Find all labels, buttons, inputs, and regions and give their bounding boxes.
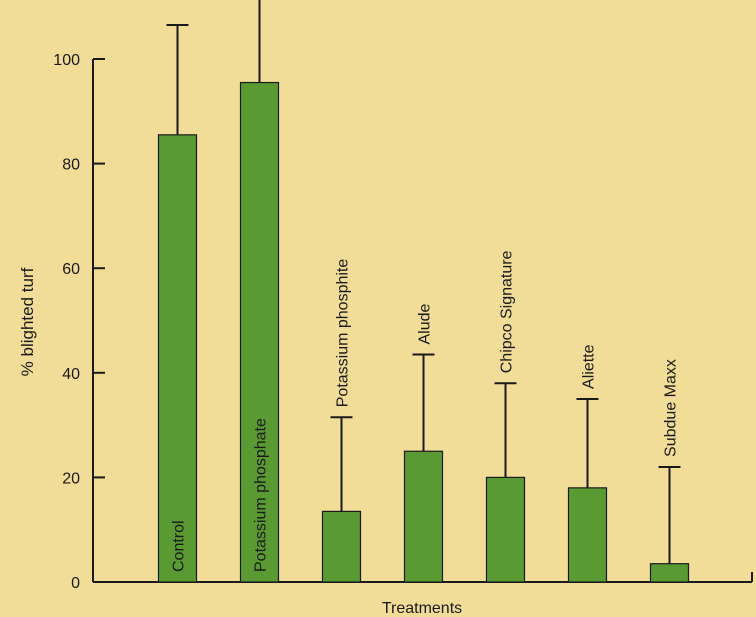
category-label: Alude — [417, 303, 434, 344]
error-bars-group — [166, 0, 681, 564]
y-tick-label: 40 — [62, 366, 80, 383]
category-label: Potassium phosphate — [253, 418, 270, 572]
y-tick-label: 0 — [71, 575, 80, 592]
bar-potassium-phosphite — [321, 510, 362, 583]
bar-chipco-signature — [485, 476, 526, 583]
bars-group — [157, 81, 690, 583]
category-label: Aliette — [581, 344, 598, 389]
y-tick-label: 100 — [53, 52, 80, 69]
bar-alude — [403, 450, 444, 583]
bar-labels-group: Control Potassium phosphate Potassium phos… — [171, 250, 680, 572]
y-tick-label: 60 — [62, 261, 80, 278]
y-tick-label: 20 — [62, 470, 80, 487]
category-label: Potassium phosphite — [335, 259, 352, 408]
bar-aliette — [567, 487, 608, 583]
category-label: Subdue Maxx — [663, 359, 680, 457]
category-label: Control — [171, 520, 188, 572]
y-axis-title: % blighted turf — [18, 267, 37, 376]
bar-subdue-maxx — [649, 563, 690, 583]
category-label: Chipco Signature — [499, 250, 516, 373]
bar-control — [157, 134, 198, 583]
x-axis-title: Treatments — [382, 600, 462, 617]
y-axis: 0 20 40 60 80 100 — [53, 52, 105, 592]
y-tick-label: 80 — [62, 157, 80, 174]
bar-potassium-phosphate — [239, 81, 280, 583]
